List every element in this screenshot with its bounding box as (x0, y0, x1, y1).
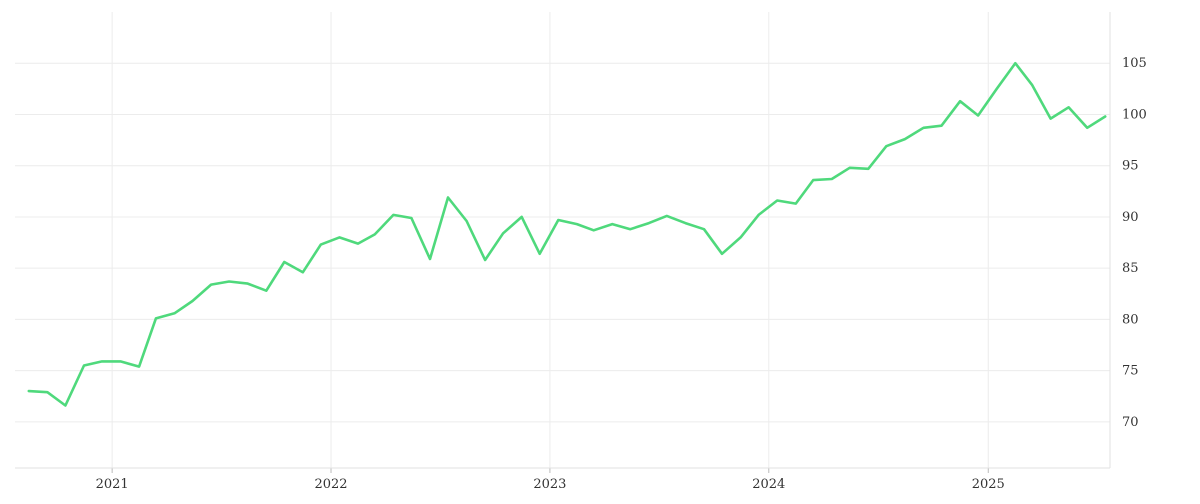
y-tick-label: 95 (1122, 159, 1139, 174)
y-tick-label: 85 (1122, 261, 1139, 276)
y-tick-label: 75 (1122, 364, 1139, 379)
x-tick-label: 2024 (752, 477, 785, 492)
series (27, 61, 1107, 407)
x-tick-label: 2025 (972, 477, 1005, 492)
y-tick-label: 70 (1122, 415, 1139, 430)
y-tick-label: 100 (1122, 107, 1147, 122)
x-tick-label: 2021 (96, 477, 129, 492)
x-tick-label: 2023 (533, 477, 566, 492)
x-tick-label: 2022 (314, 477, 347, 492)
y-tick-label: 105 (1122, 56, 1147, 71)
series-line (27, 61, 1107, 407)
tick-labels: 70 75 80 85 90 95 100 105 2021 2022 2023 2024 2025 (96, 56, 1147, 492)
axes (15, 12, 1111, 473)
grid (15, 12, 1110, 468)
y-tick-label: 80 (1122, 312, 1139, 327)
y-tick-label: 90 (1122, 210, 1139, 225)
